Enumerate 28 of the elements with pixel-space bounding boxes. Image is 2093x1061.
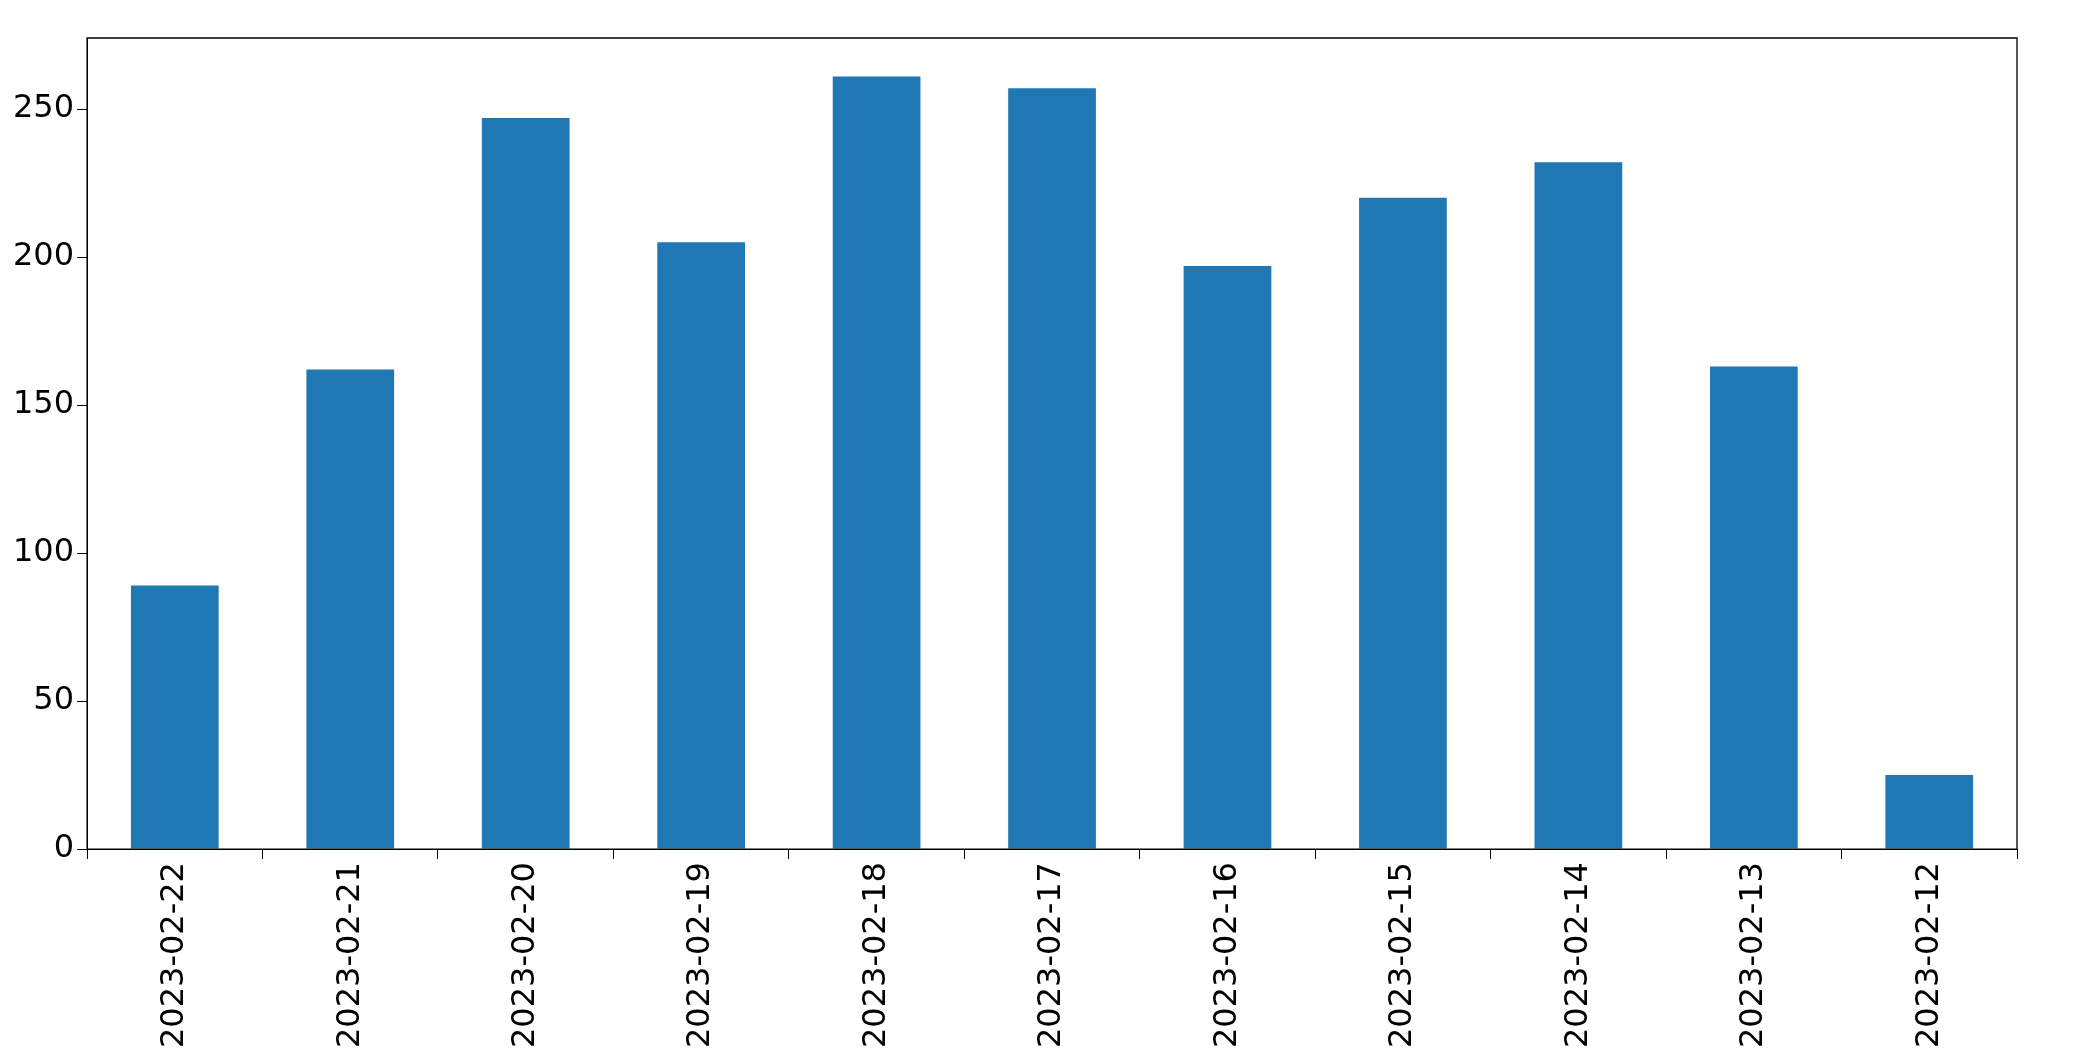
x-tick-label: 2023-02-20 — [504, 862, 543, 1048]
x-tick-label: 2023-02-19 — [679, 862, 718, 1048]
x-tick-label: 2023-02-22 — [153, 862, 192, 1048]
bar — [1709, 366, 1798, 849]
bar — [1008, 88, 1096, 849]
bar — [130, 585, 219, 849]
x-tick-label: 2023-02-17 — [1030, 862, 1069, 1048]
bar — [1534, 162, 1623, 849]
x-tick-label: 2023-02-13 — [1732, 862, 1771, 1048]
bar — [481, 117, 570, 849]
y-tick-label: 200 — [13, 235, 75, 274]
bar — [1885, 775, 1974, 849]
y-tick-label: 0 — [53, 827, 75, 866]
y-tick-label: 100 — [13, 531, 75, 570]
x-tick-label: 2023-02-18 — [854, 862, 893, 1048]
x-tick-label: 2023-02-14 — [1556, 862, 1595, 1048]
bar — [1359, 197, 1447, 849]
bar — [306, 369, 395, 849]
bar — [1183, 265, 1272, 849]
bar — [832, 76, 921, 849]
y-tick-label: 50 — [33, 679, 75, 718]
x-tick-label: 2023-02-12 — [1907, 862, 1946, 1048]
x-tick-label: 2023-02-21 — [328, 862, 367, 1048]
bar — [657, 242, 746, 849]
x-tick-label: 2023-02-16 — [1205, 862, 1244, 1048]
y-tick-label: 150 — [13, 383, 75, 422]
x-tick-label: 2023-02-15 — [1381, 862, 1420, 1048]
y-tick-label: 250 — [13, 87, 75, 126]
